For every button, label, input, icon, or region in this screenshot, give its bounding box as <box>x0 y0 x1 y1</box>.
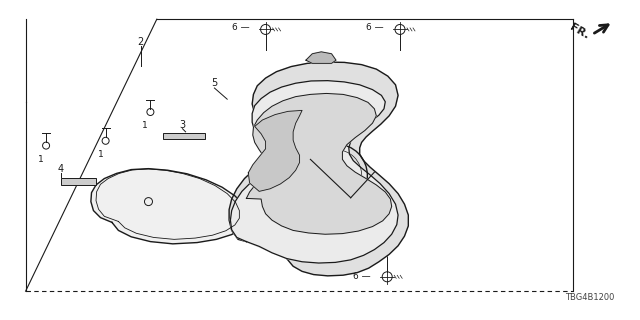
FancyBboxPatch shape <box>163 133 205 139</box>
Polygon shape <box>248 110 302 191</box>
Text: 6 —: 6 — <box>353 272 371 281</box>
Text: 4: 4 <box>58 164 64 174</box>
Polygon shape <box>230 81 398 263</box>
Polygon shape <box>246 93 392 234</box>
Polygon shape <box>229 62 408 276</box>
Text: 1: 1 <box>98 150 103 159</box>
Text: TBG4B1200: TBG4B1200 <box>565 293 614 302</box>
Text: 1: 1 <box>143 121 148 130</box>
FancyBboxPatch shape <box>61 178 96 185</box>
Polygon shape <box>91 169 248 244</box>
Text: FR.: FR. <box>568 22 591 41</box>
Text: 2: 2 <box>138 36 144 47</box>
Polygon shape <box>306 52 336 63</box>
Text: 1: 1 <box>38 155 44 164</box>
Text: 3: 3 <box>179 120 186 130</box>
Text: 6 —: 6 — <box>232 23 250 32</box>
Text: 6 —: 6 — <box>366 23 384 32</box>
Text: 5: 5 <box>211 78 218 88</box>
